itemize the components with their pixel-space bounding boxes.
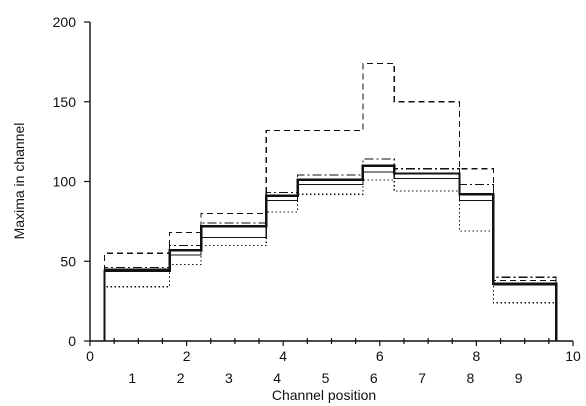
x-tick-label: 4	[279, 348, 287, 364]
channel-label: 9	[515, 370, 523, 386]
channel-label: 8	[467, 370, 475, 386]
y-tick-label: 50	[60, 253, 76, 269]
series-line-solid-thick	[103, 164, 558, 341]
channel-label: 4	[273, 370, 281, 386]
x-tick-label: 10	[565, 348, 581, 364]
series-line-dashed	[103, 62, 557, 341]
channel-label: 3	[225, 370, 233, 386]
x-tick-label: 6	[376, 348, 384, 364]
series-layer	[103, 62, 558, 341]
y-tick-label: 0	[68, 333, 76, 349]
channel-label: 5	[322, 370, 330, 386]
series-line-dash-dot	[103, 158, 557, 341]
series-line-solid	[103, 171, 557, 341]
y-tick-label: 150	[53, 94, 77, 110]
y-axis-title: Maxima in channel	[11, 123, 27, 240]
x-tick-label: 8	[473, 348, 481, 364]
axes-layer	[89, 22, 573, 342]
x-axis-title: Channel position	[272, 387, 376, 403]
x-tick-label: 0	[86, 348, 94, 364]
series-line-dotted	[103, 179, 557, 341]
channel-label: 1	[128, 370, 136, 386]
y-tick-label: 200	[53, 14, 77, 30]
channel-label: 2	[177, 370, 185, 386]
channel-label: 6	[370, 370, 378, 386]
x-tick-label: 2	[183, 348, 191, 364]
y-tick-label: 100	[53, 174, 77, 190]
channel-label: 7	[418, 370, 426, 386]
